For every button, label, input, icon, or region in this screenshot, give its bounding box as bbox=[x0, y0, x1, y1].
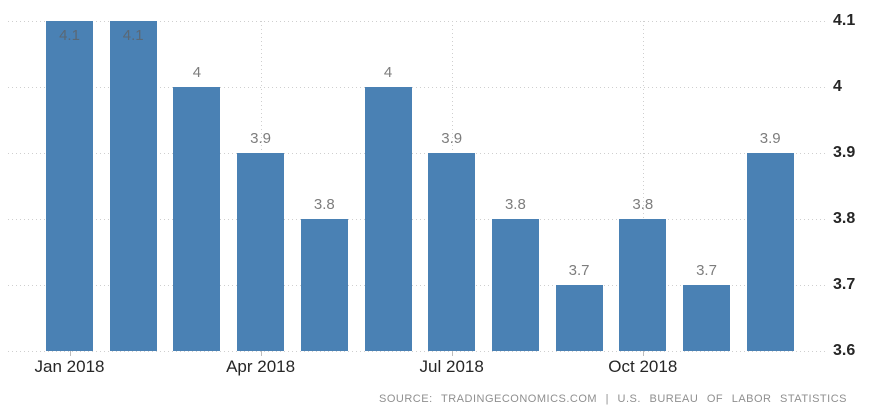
x-axis-label: Oct 2018 bbox=[608, 357, 678, 376]
bar[interactable] bbox=[364, 87, 412, 351]
bar-value-label: 3.9 bbox=[250, 130, 272, 147]
plot-area: 4.1 4.1 4 3.9 3.8 4 3.9 3.8 3.7 3.8 3.7 3.9 bbox=[8, 21, 828, 352]
bar-value-label: 3.8 bbox=[504, 196, 526, 213]
bar-value-label: 3.8 bbox=[632, 196, 654, 213]
x-axis-label: Jul 2018 bbox=[419, 357, 484, 376]
bar[interactable] bbox=[173, 87, 221, 351]
x-axis-label: Jan 2018 bbox=[34, 357, 105, 376]
bar[interactable] bbox=[237, 153, 285, 351]
bar[interactable] bbox=[428, 153, 476, 351]
bar[interactable] bbox=[746, 153, 794, 351]
bar[interactable] bbox=[46, 21, 93, 351]
bar-value-label: 3.7 bbox=[568, 262, 590, 279]
bar[interactable] bbox=[300, 219, 348, 351]
x-axis-tick bbox=[451, 351, 453, 356]
gridline-horizontal bbox=[8, 87, 828, 88]
bar-value-label: 4.1 bbox=[59, 27, 80, 44]
gridline-horizontal bbox=[8, 285, 828, 286]
bar-value-label: 3.7 bbox=[696, 262, 717, 279]
bar[interactable] bbox=[491, 219, 539, 351]
x-axis-tick bbox=[69, 351, 71, 356]
gridline-vertical bbox=[642, 21, 644, 351]
bar[interactable] bbox=[555, 285, 603, 351]
y-axis-label: 4 bbox=[833, 78, 842, 95]
y-axis-label: 3.9 bbox=[833, 144, 856, 161]
x-axis-tick bbox=[260, 351, 262, 356]
gridline-horizontal bbox=[8, 351, 828, 352]
bar[interactable] bbox=[619, 219, 667, 351]
bar[interactable] bbox=[683, 285, 730, 351]
source-attribution: SOURCE: TRADINGECONOMICS.COM | U.S. BURE… bbox=[379, 393, 847, 405]
gridline-horizontal bbox=[8, 219, 828, 220]
bar[interactable] bbox=[109, 21, 157, 351]
x-axis-label: Apr 2018 bbox=[226, 357, 296, 376]
bar-value-label: 4 bbox=[192, 64, 202, 81]
y-axis-label: 3.8 bbox=[833, 210, 856, 227]
gridline-horizontal bbox=[8, 21, 828, 22]
bar-value-label: 4 bbox=[383, 64, 393, 81]
y-axis-label: 4.1 bbox=[833, 12, 856, 29]
gridline-horizontal bbox=[8, 153, 828, 154]
x-axis-tick bbox=[642, 351, 644, 356]
y-axis-label: 3.6 bbox=[833, 342, 856, 359]
bar-value-label: 3.8 bbox=[313, 196, 335, 213]
bar-value-label: 3.9 bbox=[759, 130, 781, 147]
bar-value-label: 4.1 bbox=[122, 27, 144, 44]
y-axis-label: 3.7 bbox=[833, 276, 856, 293]
bar-value-label: 3.9 bbox=[441, 130, 463, 147]
